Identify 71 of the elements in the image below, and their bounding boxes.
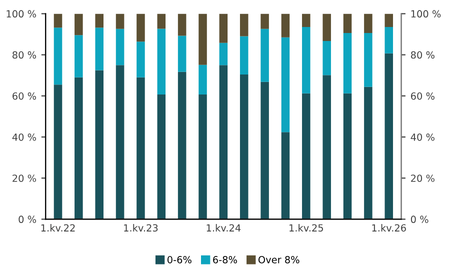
y-tick-label: 100 % xyxy=(6,10,36,18)
bar xyxy=(343,14,352,34)
bar xyxy=(95,70,104,220)
bar xyxy=(198,64,207,94)
bar xyxy=(260,14,269,29)
bar xyxy=(178,72,186,220)
bar xyxy=(302,14,310,28)
bar xyxy=(240,14,248,36)
bar xyxy=(136,42,145,78)
bar xyxy=(364,86,372,220)
bar xyxy=(281,37,290,132)
bar xyxy=(281,14,290,38)
y-tick-label: 40 % xyxy=(12,133,36,141)
bar xyxy=(116,28,124,66)
bar xyxy=(219,42,228,66)
bar xyxy=(116,65,124,220)
bar xyxy=(322,14,331,42)
bar xyxy=(384,53,394,220)
y2-tick-label: 100 % xyxy=(411,10,441,18)
y2-tick-label: 60 % xyxy=(410,92,434,100)
bar xyxy=(178,14,186,36)
bar xyxy=(136,14,145,42)
bar xyxy=(157,14,166,29)
x-tick-label: 1.kv.23 xyxy=(124,224,158,232)
bar xyxy=(384,14,394,28)
bar xyxy=(219,14,228,43)
bar xyxy=(178,36,186,72)
bar xyxy=(302,27,310,94)
bar xyxy=(322,41,331,76)
y2-tick-label: 40 % xyxy=(410,133,434,141)
bar xyxy=(198,14,207,65)
bar xyxy=(74,14,83,36)
y2-tick-label: 80 % xyxy=(410,51,434,59)
bar xyxy=(74,77,83,220)
bar xyxy=(54,84,62,220)
bar xyxy=(260,28,269,82)
x-tick-label: 1.kv.24 xyxy=(206,224,241,232)
bar xyxy=(384,27,394,54)
bar xyxy=(343,93,352,220)
y-tick-label: 60 % xyxy=(12,92,36,100)
x-tick-label: 1.kv.26 xyxy=(372,224,406,232)
bar xyxy=(302,93,310,220)
bar xyxy=(54,28,62,85)
y-tick-label: 0 % xyxy=(18,216,36,224)
legend-label: Over 8% xyxy=(258,256,300,264)
bar xyxy=(157,28,166,94)
bar xyxy=(281,132,290,220)
bar xyxy=(54,14,62,28)
bar xyxy=(364,14,372,34)
bar xyxy=(322,75,331,220)
bar xyxy=(240,36,248,75)
bar xyxy=(364,33,372,87)
legend-label: 0-6% xyxy=(168,256,192,264)
bar xyxy=(136,77,145,220)
y2-tick-label: 0 % xyxy=(410,216,428,224)
bar xyxy=(157,94,166,220)
bar xyxy=(240,74,248,220)
x-tick-label: 1.kv.22 xyxy=(41,224,75,232)
x-tick-label: 1.kv.25 xyxy=(290,224,323,232)
y2-tick-label: 20 % xyxy=(411,174,434,182)
bar xyxy=(95,14,104,28)
bar xyxy=(74,35,83,78)
bar xyxy=(198,94,207,220)
bar xyxy=(219,65,228,220)
bar xyxy=(116,14,124,29)
legend-label: 6-8% xyxy=(213,256,237,264)
bar xyxy=(260,82,269,220)
bar xyxy=(343,33,352,94)
y-tick-label: 80 % xyxy=(12,51,36,59)
bar xyxy=(95,28,104,70)
y-tick-label: 20 % xyxy=(12,174,36,182)
